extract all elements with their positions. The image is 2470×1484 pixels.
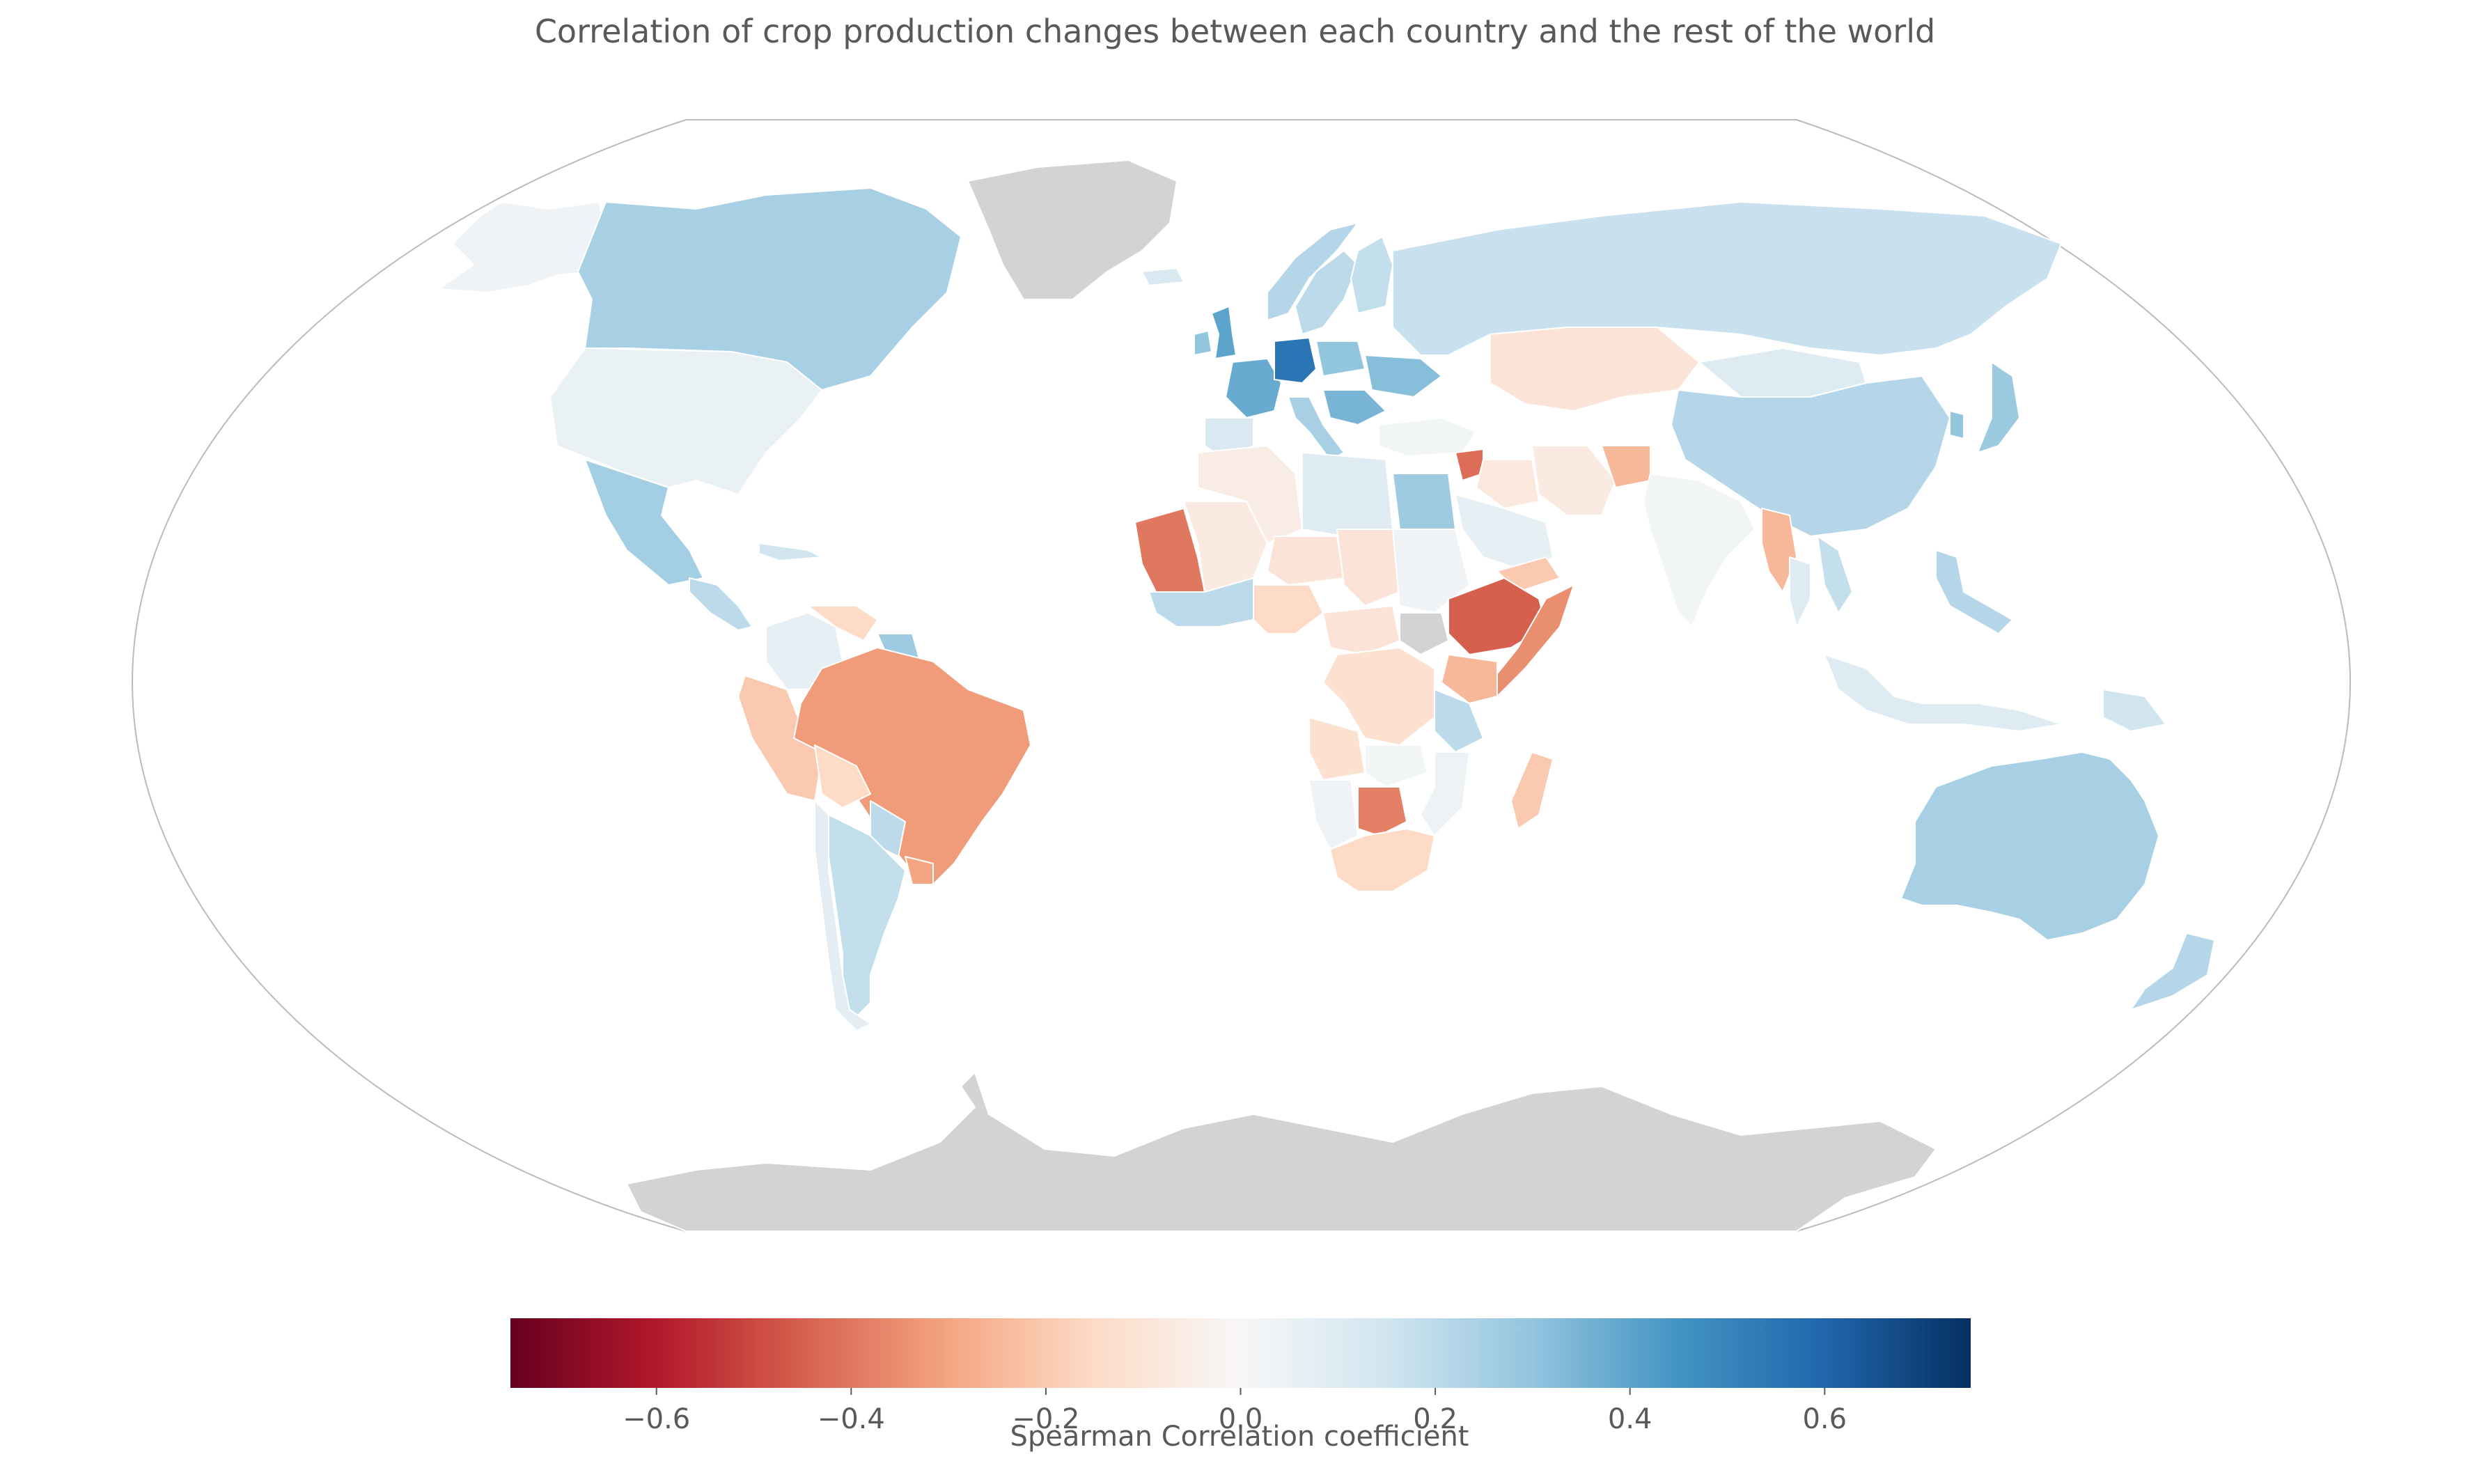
countries-layer [438,159,2215,1232]
region-finland [1350,236,1393,314]
region-bolivia [814,744,871,809]
region-angola [1308,717,1366,781]
region-ukraine [1364,354,1442,398]
region-chile [814,800,871,1031]
region-japan [1977,361,2020,453]
colorbar [510,1318,1971,1388]
region-brazil [793,647,1031,885]
region-norway [1267,222,1359,321]
region-central-america [689,577,753,631]
region-korea [1949,410,1964,439]
region-vietnam [1817,536,1853,614]
colorbar-label: Spearman Correlation coefficient [1010,1421,1469,1453]
region-germany [1274,337,1317,384]
colorbar-tick-label: −0.4 [818,1403,885,1435]
region-iraq [1476,459,1540,509]
region-united-kingdom [1211,306,1237,359]
region-paraguay [870,800,906,857]
region-balkans [1322,389,1386,425]
region-myanmar [1761,508,1797,593]
region-thailand [1789,556,1811,627]
colorbar-tick-label: 0.4 [1608,1403,1652,1435]
region-tanzania [1434,689,1484,753]
region-botswana [1357,786,1407,836]
map-title: Correlation of crop production changes b… [534,13,1936,50]
region-india [1643,473,1756,627]
region-west-africa [1148,577,1254,627]
region-canada [577,187,962,391]
region-united-states [549,347,822,495]
region-kazakhstan [1490,327,1700,412]
region-egypt [1392,473,1456,530]
colorbar-tick-label: 0.2 [1413,1403,1457,1435]
region-philippines [1935,549,2013,634]
region-namibia [1308,779,1359,850]
region-mozambique [1420,751,1470,836]
region-south-africa [1329,828,1435,892]
colorbar-ticks: −0.6 −0.4 −0.2 0.0 0.2 0.4 0.6 [623,1388,1847,1435]
region-libya [1302,452,1393,537]
region-uruguay [905,856,934,885]
region-madagascar [1510,751,1554,829]
region-alaska [438,201,607,293]
region-cuba [758,542,822,561]
region-ireland [1194,330,1212,356]
region-china [1671,375,1951,537]
region-mexico [584,459,704,586]
region-turkey [1378,417,1477,457]
region-zambia [1364,744,1428,788]
region-argentina [828,814,906,1017]
region-papua-new-guinea [2102,689,2166,732]
colorbar-tick-label: 0.0 [1219,1403,1263,1435]
region-venezuela [807,605,878,641]
region-antarctica [626,1072,1937,1232]
region-russia [1392,201,2062,356]
region-somalia [1490,584,1574,697]
region-indonesia [1824,654,2062,732]
region-france [1225,358,1282,419]
region-south-sudan [1399,612,1449,655]
colorbar-tick-label: −0.2 [1012,1403,1079,1435]
region-australia [1900,751,2159,941]
region-kenya [1441,654,1498,704]
region-central-africa [1322,605,1400,655]
colorbar-tick-label: −0.6 [623,1403,690,1435]
region-niger [1267,536,1345,586]
colorbar-tick-label: 0.6 [1802,1403,1847,1435]
region-chad [1336,529,1400,607]
region-poland [1315,341,1366,377]
region-iceland [1141,267,1185,286]
region-iran [1531,445,1616,516]
region-new-zealand [2130,932,2215,1010]
region-greenland [967,159,1178,300]
region-nigeria [1253,584,1324,634]
